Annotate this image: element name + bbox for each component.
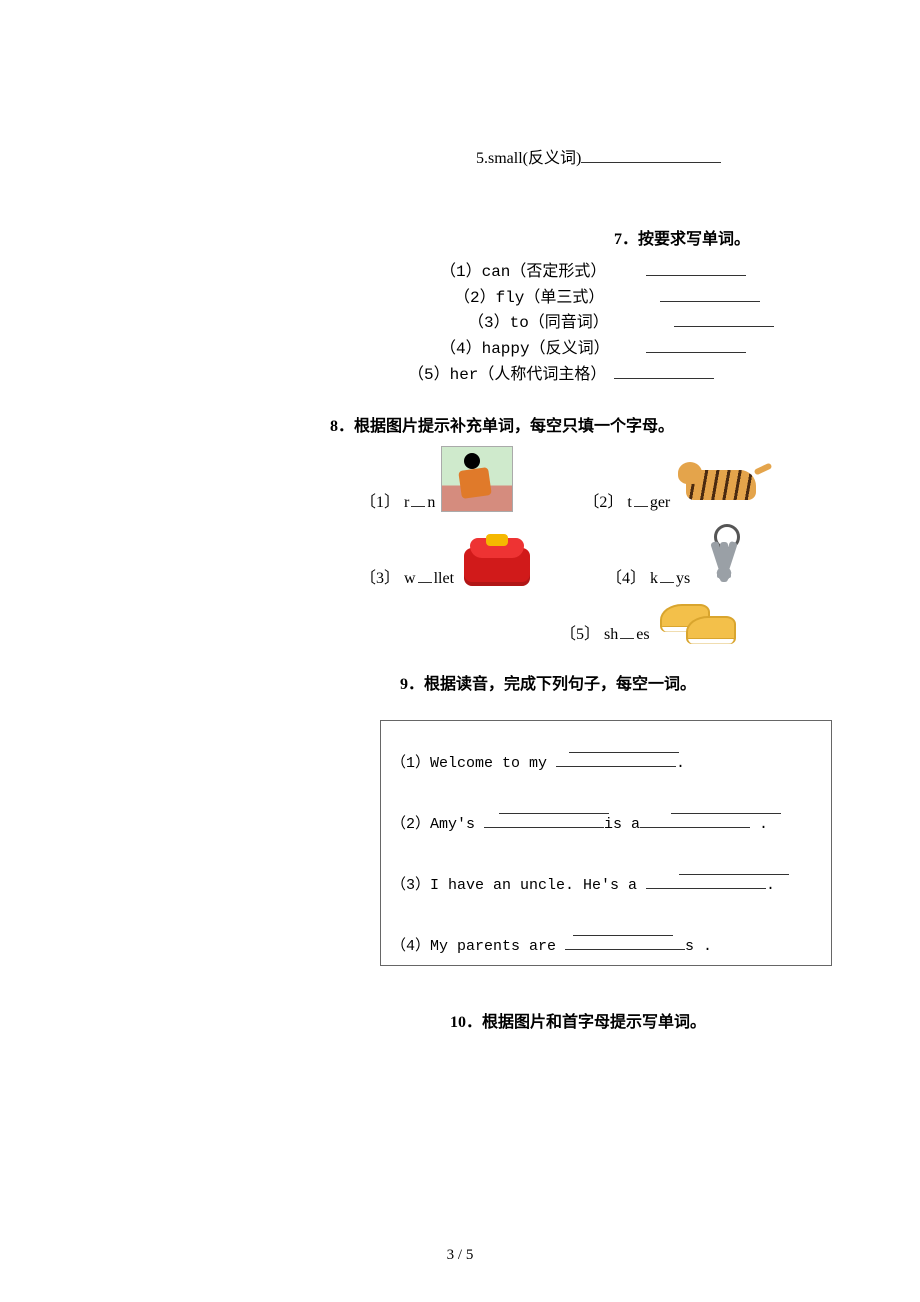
q8-item-label: 〔3〕 w llet (360, 564, 454, 588)
answer-blank[interactable] (556, 751, 676, 767)
letter-blank[interactable] (418, 566, 432, 583)
q9-title: 9．根据读音，完成下列句子，每空一词。 (400, 670, 840, 694)
q8-row-2: 〔3〕 w llet 〔4〕 k ys (360, 522, 840, 588)
q8-item-label: 〔1〕 r n (360, 488, 435, 512)
q7-item-label: （4）happy（反义词） (440, 337, 640, 362)
answer-blank[interactable] (646, 873, 766, 889)
q8-prefix: sh (604, 626, 618, 643)
q9-item: （2）Amy's is a . (391, 812, 821, 833)
q8-num: 〔3〕 (360, 570, 400, 587)
pronunciation-blank[interactable] (679, 859, 789, 875)
q8-num: 〔2〕 (583, 494, 623, 511)
letter-blank[interactable] (620, 622, 634, 639)
q7-item: （1）can（否定形式） (440, 259, 840, 285)
letter-blank[interactable] (660, 566, 674, 583)
q9-item: （4）My parents are s . (391, 934, 821, 955)
q8-suffix: ger (650, 494, 670, 511)
q7-item: （4）happy（反义词） (440, 336, 840, 362)
q7-item: （2）fly（单三式） (454, 285, 840, 311)
q8-item-label: 〔4〕 k ys (606, 564, 690, 588)
q8-num: 〔1〕 (360, 494, 400, 511)
q7-title: 7．按要求写单词。 (80, 225, 840, 249)
q5-line: 5.small(反义词) (460, 120, 840, 197)
q9-pre: （1）Welcome to my (391, 755, 556, 772)
pronunciation-blank[interactable] (569, 737, 679, 753)
q7-blank[interactable] (614, 362, 714, 379)
q9-pre: （4）My parents are (391, 938, 565, 955)
q8-row-1: 〔1〕 r n 〔2〕 t ger (360, 446, 840, 512)
q8-suffix: ys (676, 570, 690, 587)
q8-suffix: n (427, 494, 435, 511)
q9-tail: s . (685, 938, 712, 955)
q10-title: 10．根据图片和首字母提示写单词。 (450, 1008, 840, 1032)
q7-item-label: （3）to（同音词） (468, 311, 668, 336)
q9-box: （1）Welcome to my . （2）Amy's is a . （3）I … (380, 720, 832, 966)
q5-blank[interactable] (581, 146, 721, 163)
pronunciation-blank[interactable] (573, 920, 673, 936)
q8-prefix: w (404, 570, 416, 587)
q7-item: （3）to（同音词） (468, 310, 840, 336)
q8-prefix: r (404, 494, 409, 511)
q8-item-label: 〔5〕 sh es (560, 620, 650, 644)
answer-blank[interactable] (640, 812, 750, 828)
q8-prefix: k (650, 570, 658, 587)
worksheet-page: 5.small(反义词) 7．按要求写单词。 （1）can（否定形式） （2）f… (0, 0, 920, 1302)
q8-num: 〔5〕 (560, 626, 600, 643)
q8-row-3: 〔5〕 sh es (560, 598, 840, 644)
q8-title: 8．根据图片提示补充单词，每空只填一个字母。 (330, 412, 840, 436)
keys-icon (696, 522, 752, 588)
q8-item: 〔2〕 t ger (583, 460, 766, 512)
pronunciation-blank[interactable] (499, 798, 609, 814)
page-number: 3 / 5 (0, 1247, 920, 1264)
q9-tail: . (750, 816, 768, 833)
q7-blank[interactable] (660, 285, 760, 302)
q9-pre: （3）I have an uncle. He's a (391, 877, 646, 894)
q8-item: 〔4〕 k ys (606, 522, 752, 588)
q8-item: 〔1〕 r n (360, 446, 513, 512)
q9-tail: . (676, 755, 685, 772)
answer-blank[interactable] (484, 812, 604, 828)
q7-blank[interactable] (646, 259, 746, 276)
pronunciation-blank[interactable] (671, 798, 781, 814)
q9-tail: . (766, 877, 775, 894)
letter-blank[interactable] (634, 490, 648, 507)
q7-blank[interactable] (674, 310, 774, 327)
q5-text: 5.small(反义词) (476, 150, 581, 167)
q9-item: （1）Welcome to my . (391, 751, 821, 772)
q7-item: （5）her（人称代词主格） (408, 362, 840, 388)
q8-suffix: llet (434, 570, 454, 587)
q9-mid: is a (604, 816, 640, 833)
q8-num: 〔4〕 (606, 570, 646, 587)
q7-item-label: （1）can（否定形式） (440, 260, 640, 285)
q8-prefix: t (627, 494, 631, 511)
q7-list: （1）can（否定形式） （2）fly（单三式） （3）to（同音词） （4）h… (440, 259, 840, 388)
q7-item-label: （5）her（人称代词主格） (408, 363, 608, 388)
shoes-icon (656, 598, 736, 644)
q7-item-label: （2）fly（单三式） (454, 286, 654, 311)
q8-suffix: es (636, 626, 649, 643)
q7-blank[interactable] (646, 336, 746, 353)
q9-pre: （2）Amy's (391, 816, 484, 833)
wallet-icon (460, 534, 536, 588)
answer-blank[interactable] (565, 934, 685, 950)
tiger-icon (676, 460, 766, 512)
letter-blank[interactable] (411, 490, 425, 507)
q8-item: 〔3〕 w llet (360, 534, 536, 588)
q9-item: （3）I have an uncle. He's a . (391, 873, 821, 894)
runner-icon (441, 446, 513, 512)
q8-item-label: 〔2〕 t ger (583, 488, 670, 512)
q8-item: 〔5〕 sh es (560, 598, 736, 644)
